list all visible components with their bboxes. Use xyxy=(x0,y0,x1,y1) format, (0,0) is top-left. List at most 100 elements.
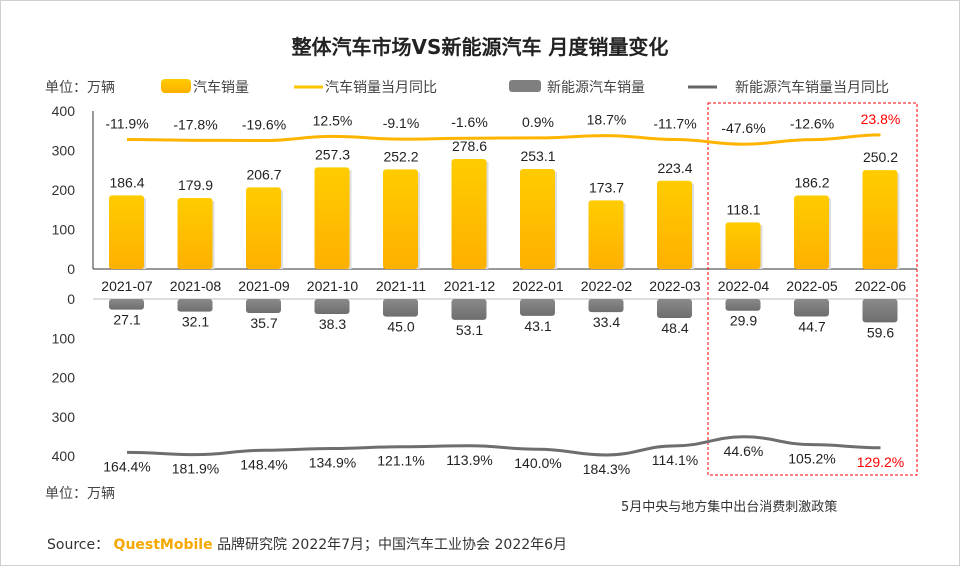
nev-sales-bar xyxy=(588,299,624,313)
car-sales-bar xyxy=(109,195,144,269)
car-yoy-label: 0.9% xyxy=(522,114,554,130)
nev-sales-bar xyxy=(451,299,487,320)
car-sales-bar xyxy=(451,158,487,269)
x-tick-label: 2022-05 xyxy=(786,278,838,294)
nev-yoy-label: 140.0% xyxy=(514,455,561,471)
source-line: Source： QuestMobile 品牌研究院 2022年7月；中国汽车工业… xyxy=(47,534,567,554)
nev-sales-label: 32.1 xyxy=(182,314,209,330)
nev-sales-bar xyxy=(177,299,213,312)
x-tick-label: 2021-12 xyxy=(444,278,496,294)
x-tick-label: 2022-04 xyxy=(718,278,770,294)
unit-label-top: 单位：万辆 xyxy=(45,80,115,96)
car-sales-label: 257.3 xyxy=(315,146,350,162)
car-sales-label: 206.7 xyxy=(246,166,281,182)
car-yoy-label: 18.7% xyxy=(587,112,627,128)
car-sales-label: 278.6 xyxy=(452,138,487,154)
nev-sales-bar xyxy=(520,299,555,316)
car-sales-bar xyxy=(794,195,829,269)
legend-label: 新能源汽车销量当月同比 xyxy=(735,79,889,95)
car-sales-label: 223.4 xyxy=(657,160,692,176)
car-sales-bar xyxy=(520,169,555,269)
x-tick-label: 2022-03 xyxy=(649,278,701,294)
source-brand: QuestMobile xyxy=(113,537,213,553)
legend-label: 汽车销量当月同比 xyxy=(325,79,437,95)
car-sales-label: 253.1 xyxy=(520,148,555,164)
nev-sales-label: 33.4 xyxy=(593,314,620,330)
nev-sales-bar xyxy=(109,299,144,310)
nev-yoy-line xyxy=(126,435,881,457)
car-sales-bar xyxy=(657,180,692,269)
y-tick-label-bottom: 400 xyxy=(52,448,76,464)
nev-sales-bar xyxy=(383,299,418,317)
x-tick-label: 2021-09 xyxy=(238,278,290,294)
car-yoy-label: -12.6% xyxy=(790,116,834,132)
y-tick-label-bottom: 300 xyxy=(52,409,76,425)
nev-sales-label: 53.1 xyxy=(456,322,483,338)
nev-yoy-label: 121.1% xyxy=(377,453,424,469)
car-yoy-label: -19.6% xyxy=(242,117,286,133)
nev-sales-label: 59.6 xyxy=(867,324,894,340)
x-tick-label: 2022-01 xyxy=(512,278,564,294)
nev-yoy-label: 184.3% xyxy=(583,461,630,477)
car-sales-bar xyxy=(177,197,213,269)
car-sales-label: 118.1 xyxy=(727,201,761,217)
legend-swatch-nev-sales xyxy=(509,80,541,92)
x-tick-label: 2021-08 xyxy=(170,278,222,294)
car-sales-bar xyxy=(246,187,281,269)
nev-sales-bar xyxy=(725,299,761,311)
y-tick-label-top: 400 xyxy=(52,103,76,119)
car-yoy-line xyxy=(126,133,881,146)
car-sales-bar xyxy=(314,167,350,269)
car-sales-label: 252.2 xyxy=(383,148,418,164)
car-sales-bar xyxy=(588,200,624,269)
y-tick-label-top: 300 xyxy=(52,143,76,159)
nev-sales-bar xyxy=(862,299,898,323)
car-yoy-label: 12.5% xyxy=(313,112,353,128)
y-tick-label-bottom: 0 xyxy=(67,291,75,307)
chart-title: 整体汽车市场VS新能源汽车 月度销量变化 xyxy=(291,35,669,59)
nev-yoy-label: 113.9% xyxy=(446,452,492,468)
nev-sales-label: 27.1 xyxy=(113,312,140,328)
x-tick-label: 2021-07 xyxy=(101,278,153,294)
nev-sales-label: 44.7 xyxy=(798,319,825,335)
car-yoy-label: -11.9% xyxy=(105,116,148,132)
nev-yoy-label: 181.9% xyxy=(172,461,219,477)
nev-sales-label: 35.7 xyxy=(250,315,277,331)
nev-sales-bar xyxy=(794,299,829,317)
source-text: 品牌研究院 2022年7月；中国汽车工业协会 2022年6月 xyxy=(217,537,568,553)
highlight-box xyxy=(707,102,918,476)
car-sales-label: 186.2 xyxy=(794,174,829,190)
nev-sales-bar xyxy=(657,299,692,318)
x-tick-label: 2022-06 xyxy=(855,278,907,294)
nev-yoy-label: 148.4% xyxy=(240,456,287,472)
x-tick-label: 2021-10 xyxy=(307,278,359,294)
nev-sales-label: 38.3 xyxy=(319,316,346,332)
nev-sales-bar xyxy=(314,299,350,315)
nev-sales-label: 48.4 xyxy=(661,320,688,336)
car-yoy-label: -9.1% xyxy=(383,115,420,131)
car-yoy-label: -1.6% xyxy=(451,114,488,130)
y-tick-label-bottom: 100 xyxy=(52,330,76,346)
car-sales-label: 250.2 xyxy=(863,149,898,165)
x-tick-label: 2022-02 xyxy=(581,278,633,294)
nev-sales-label: 29.9 xyxy=(730,313,757,329)
nev-yoy-label: 105.2% xyxy=(788,451,835,467)
car-sales-label: 179.9 xyxy=(178,177,213,193)
nev-yoy-label: 134.9% xyxy=(309,455,356,471)
y-tick-label-top: 100 xyxy=(52,222,76,238)
y-tick-label-top: 0 xyxy=(67,261,75,277)
car-yoy-label: -17.8% xyxy=(173,116,217,132)
car-sales-label: 173.7 xyxy=(589,179,624,195)
nev-yoy-label: 129.2% xyxy=(857,454,904,470)
car-yoy-label: -47.6% xyxy=(721,120,765,136)
legend-swatch-car-sales xyxy=(161,79,191,93)
nev-yoy-label: 114.1% xyxy=(652,452,698,468)
unit-label-bottom: 单位：万辆 xyxy=(45,486,115,502)
car-sales-label: 186.4 xyxy=(109,174,144,190)
legend-label: 新能源汽车销量 xyxy=(547,79,645,95)
x-tick-label: 2021-11 xyxy=(376,278,427,294)
car-sales-bar xyxy=(862,170,898,269)
nev-sales-bar xyxy=(246,299,281,314)
car-yoy-label: 23.8% xyxy=(861,111,901,127)
